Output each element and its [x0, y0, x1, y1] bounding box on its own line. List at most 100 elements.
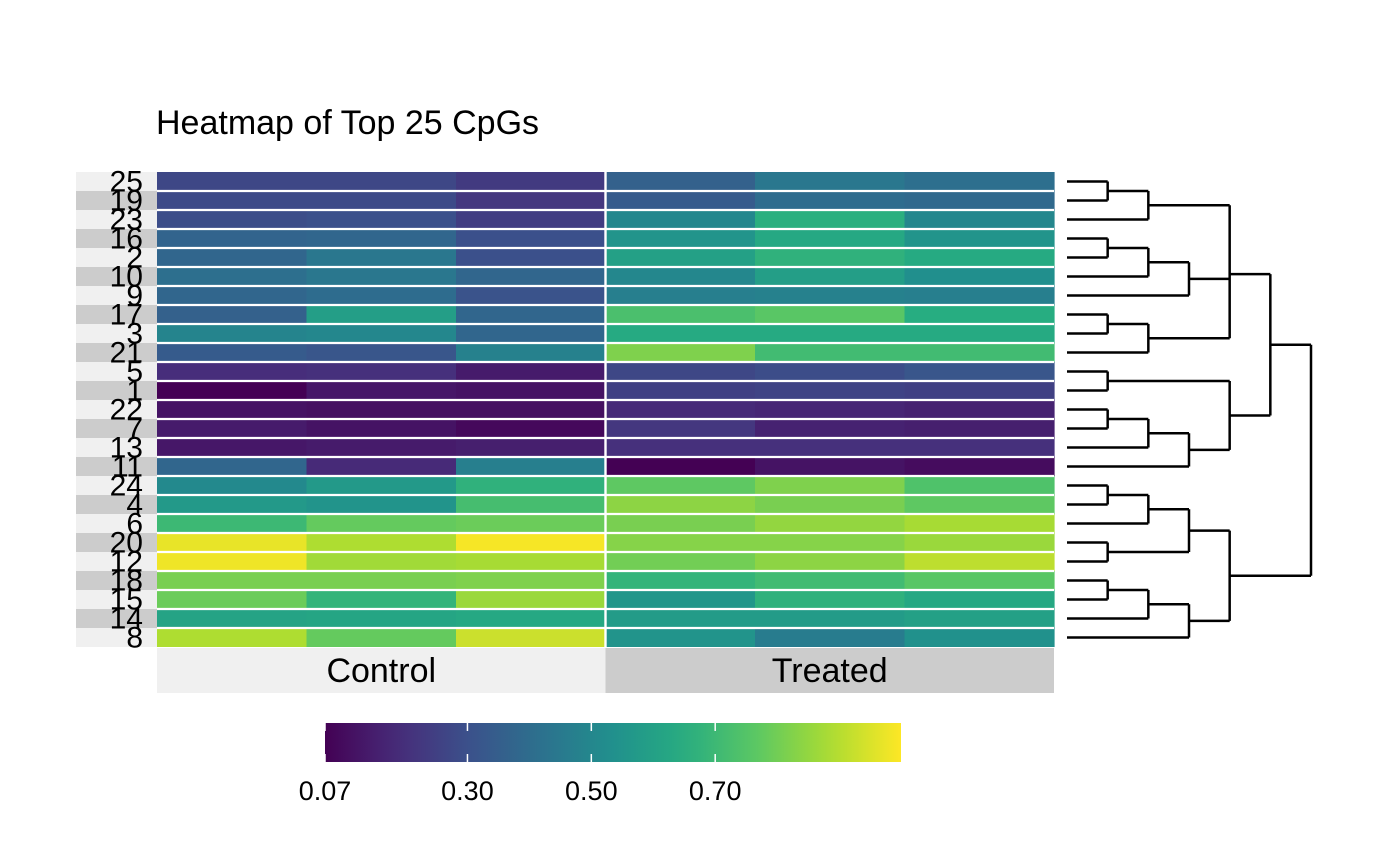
heatmap-cell: [157, 229, 308, 248]
row-label-band: [76, 172, 157, 191]
heatmap-cell: [755, 381, 906, 400]
heatmap-cell: [904, 514, 1055, 533]
heatmap-cell: [605, 381, 756, 400]
heatmap-cell: [605, 286, 756, 305]
heatmap-cell: [456, 248, 607, 267]
heatmap-cell: [605, 457, 756, 476]
heatmap-cell: [755, 400, 906, 419]
heatmap-cell: [605, 229, 756, 248]
heatmap-cell: [904, 552, 1055, 571]
heatmap-cell: [755, 305, 906, 324]
heatmap-cell: [157, 533, 308, 552]
heatmap-cell: [904, 324, 1055, 343]
heatmap-cell: [755, 229, 906, 248]
row-label: 22: [110, 394, 143, 427]
heatmap-cell: [306, 172, 457, 191]
heatmap-cell: [904, 229, 1055, 248]
heatmap-cell: [157, 419, 308, 438]
heatmap-cell: [456, 533, 607, 552]
heatmap-cell: [306, 438, 457, 457]
row-label-band: [76, 419, 157, 438]
row-label-band: [76, 343, 157, 362]
heatmap-cell: [755, 324, 906, 343]
heatmap-cell: [306, 267, 457, 286]
row-label: 12: [110, 546, 143, 579]
heatmap-cell: [755, 495, 906, 514]
group-strip: [605, 648, 1054, 693]
heatmap-cell: [605, 495, 756, 514]
heatmap-cell: [157, 286, 308, 305]
heatmap-cell: [904, 400, 1055, 419]
heatmap-cell: [904, 343, 1055, 362]
heatmap-cell: [157, 495, 308, 514]
heatmap-cell: [306, 457, 457, 476]
row-label: 10: [110, 261, 143, 294]
heatmap-cell: [755, 362, 906, 381]
heatmap-cell: [904, 438, 1055, 457]
heatmap-cell: [904, 495, 1055, 514]
row-label-band: [76, 438, 157, 457]
heatmap-cell: [605, 552, 756, 571]
heatmap-cell: [456, 400, 607, 419]
heatmap-cell: [755, 590, 906, 609]
heatmap-cell: [755, 476, 906, 495]
row-label: 16: [110, 223, 143, 256]
row-label-band: [76, 210, 157, 229]
heatmap-cell: [157, 248, 308, 267]
heatmap-cell: [904, 248, 1055, 267]
heatmap-cell: [605, 210, 756, 229]
colorbar-tick-label: 0.50: [565, 776, 618, 806]
heatmap-cell: [605, 248, 756, 267]
heatmap-cell: [456, 628, 607, 647]
heatmap-cell: [157, 381, 308, 400]
colorbar-tick-label: 0.70: [689, 776, 742, 806]
heatmap-cell: [157, 457, 308, 476]
heatmap-cell: [605, 609, 756, 628]
row-label-band: [76, 362, 157, 381]
row-label: 8: [126, 622, 143, 655]
heatmap-cell: [306, 343, 457, 362]
heatmap-cell: [904, 286, 1055, 305]
heatmap-cell: [456, 229, 607, 248]
heatmap-cell: [456, 286, 607, 305]
heatmap-cell: [605, 571, 756, 590]
heatmap-cell: [456, 305, 607, 324]
heatmap-cell: [157, 191, 308, 210]
heatmap-cell: [306, 476, 457, 495]
heatmap-cell: [306, 495, 457, 514]
heatmap-cell: [306, 419, 457, 438]
row-label: 1: [126, 375, 143, 408]
heatmap-cell: [755, 248, 906, 267]
row-label-band: [76, 495, 157, 514]
heatmap-cell: [605, 628, 756, 647]
row-label-band: [76, 248, 157, 267]
row-label-band: [76, 571, 157, 590]
heatmap-cell: [456, 191, 607, 210]
heatmap-cell: [456, 552, 607, 571]
heatmap-cell: [157, 343, 308, 362]
heatmap-cell: [456, 514, 607, 533]
row-label: 18: [110, 565, 143, 598]
heatmap-cell: [157, 571, 308, 590]
row-label-band: [76, 476, 157, 495]
heatmap-cell: [755, 267, 906, 286]
heatmap-cell: [904, 191, 1055, 210]
heatmap-cell: [157, 305, 308, 324]
heatmap-cell: [306, 571, 457, 590]
heatmap-cell: [306, 400, 457, 419]
row-label: 9: [126, 280, 143, 313]
row-label: 7: [126, 413, 143, 446]
heatmap-cell: [306, 590, 457, 609]
row-label: 5: [126, 356, 143, 389]
row-label: 23: [110, 204, 143, 237]
heatmap-cell: [306, 628, 457, 647]
heatmap-cell: [456, 210, 607, 229]
heatmap-cell: [157, 552, 308, 571]
heatmap-cell: [605, 514, 756, 533]
heatmap-cell: [306, 552, 457, 571]
row-label-band: [76, 514, 157, 533]
row-label: 19: [110, 185, 143, 218]
heatmap-cell: [306, 229, 457, 248]
row-label: 21: [110, 337, 143, 370]
heatmap-cell: [456, 343, 607, 362]
